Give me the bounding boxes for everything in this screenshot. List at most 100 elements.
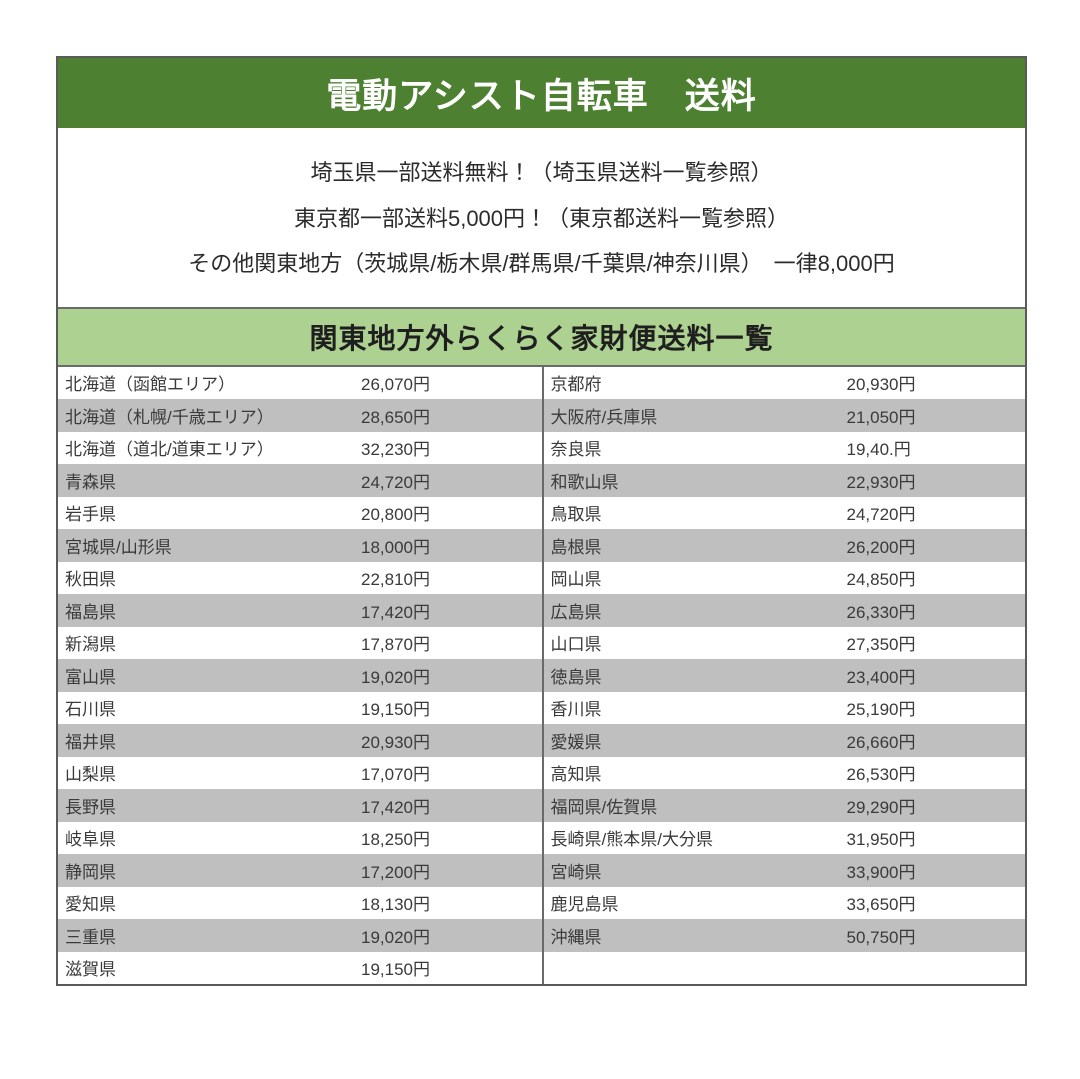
fee-region-name: 徳島県: [550, 667, 602, 687]
fee-price-value: 20,930円: [846, 375, 916, 395]
fee-row: 青森県 24,720円: [58, 464, 542, 497]
notice-line-saitama: 埼玉県一部送料無料！（埼玉県送料一覧参照）: [310, 160, 773, 185]
fee-price-value: 22,810円: [361, 570, 430, 590]
fee-table-right-column: 京都府 20,930円大阪府/兵庫県 21,050円奈良県 19,40.円和歌山県 22…: [541, 366, 1025, 984]
page-title: 電動アシスト自転車 送料: [326, 76, 757, 116]
fee-price-value: 27,350円: [846, 635, 916, 655]
fee-price-value: 25,190円: [846, 700, 916, 720]
fee-table: 北海道（函館エリア） 26,070円 北海道（札幌/千歳エリア） 28,650円 北海道…: [58, 366, 1025, 984]
fee-price-value: 28,650円: [361, 407, 430, 427]
fee-price-value: 17,420円: [361, 602, 430, 622]
fee-row: 新潟県 17,870円: [58, 626, 542, 659]
fee-region-name: 京都府: [550, 375, 602, 395]
fee-row: 鹿児島県 33,650円: [543, 886, 1025, 919]
fee-region-name: 奈良県: [550, 440, 602, 460]
fee-region-name: 北海道（札幌/千歳エリア）: [65, 407, 274, 427]
fee-row: 山口県 27,350円: [543, 626, 1025, 659]
fee-region-name: 宮崎県: [550, 862, 602, 882]
fee-region-name: 愛知県: [65, 895, 116, 915]
page-title-banner: 電動アシスト自転車 送料: [58, 58, 1025, 128]
sub-header-title: 関東地方外らくらく家財便送料一覧: [309, 322, 774, 354]
fee-price-value: 18,130円: [361, 895, 430, 915]
fee-price-value: 32,230円: [361, 440, 430, 460]
fee-price-value: 17,870円: [361, 635, 430, 655]
fee-region-name: 福島県: [65, 602, 116, 622]
fee-row: 徳島県 23,400円: [543, 659, 1025, 692]
fee-region-name: 大阪府/兵庫県: [550, 407, 658, 427]
fee-price-value: 26,530円: [846, 765, 916, 785]
fee-price-value: 21,050円: [846, 407, 916, 427]
fee-price-value: 31,950円: [846, 830, 916, 850]
fee-price-value: 24,720円: [846, 505, 916, 525]
fee-price-value: 18,250円: [361, 830, 430, 850]
fee-row: 愛知県 18,130円: [58, 886, 542, 919]
fee-row-empty: [543, 951, 1025, 984]
fee-row: 静岡県 17,200円: [58, 854, 542, 887]
notice-block: 埼玉県一部送料無料！（埼玉県送料一覧参照） 東京都一部送料5,000円！（東京都…: [58, 128, 1025, 309]
fee-region-name: 広島県: [550, 602, 602, 622]
fee-region-name: 北海道（函館エリア）: [65, 375, 235, 395]
fee-price-value: 33,900円: [846, 862, 916, 882]
fee-price-value: 33,650円: [846, 895, 916, 915]
fee-row: 北海道（道北/道東エリア） 32,230円: [58, 431, 542, 464]
fee-price-value: 24,850円: [846, 570, 916, 590]
fee-region-name: 高知県: [550, 765, 602, 785]
fee-region-name: 富山県: [65, 667, 116, 687]
fee-region-name: 静岡県: [65, 862, 116, 882]
fee-price-value: 22,930円: [846, 472, 916, 492]
fee-price-value: 26,660円: [846, 732, 916, 752]
fee-table-left-column: 北海道（函館エリア） 26,070円 北海道（札幌/千歳エリア） 28,650円 北海道…: [58, 366, 542, 984]
fee-row: 香川県 25,190円: [543, 691, 1025, 724]
fee-row: 鳥取県 24,720円: [543, 496, 1025, 529]
fee-region-name: 新潟県: [65, 635, 116, 655]
fee-row: 京都府 20,930円: [543, 366, 1025, 399]
fee-price-value: 19,150円: [361, 700, 430, 720]
fee-price-value: 18,000円: [361, 537, 430, 557]
fee-region-name: 長野県: [65, 797, 116, 817]
fee-region-name: 島根県: [550, 537, 602, 557]
notice-line-tokyo: 東京都一部送料5,000円！（東京都送料一覧参照）: [293, 205, 790, 231]
fee-region-name: 三重県: [65, 927, 116, 947]
fee-price-value: 19,020円: [361, 667, 430, 687]
fee-region-name: 和歌山県: [550, 472, 619, 492]
fee-row: 北海道（函館エリア） 26,070円: [58, 366, 542, 399]
fee-row: 福岡県/佐賀県 29,290円: [543, 789, 1025, 822]
fee-region-name: 福井県: [65, 732, 116, 752]
fee-row: 岩手県 20,800円: [58, 496, 542, 529]
shipping-fee-card: 電動アシスト自転車 送料 埼玉県一部送料無料！（埼玉県送料一覧参照） 東京都一部…: [56, 56, 1027, 986]
fee-row: 大阪府/兵庫県 21,050円: [543, 399, 1025, 432]
fee-price-value: 26,070円: [361, 375, 430, 395]
fee-price-value: 50,750円: [846, 927, 916, 947]
fee-region-name: 鹿児島県: [550, 895, 619, 915]
fee-row: 岡山県 24,850円: [543, 561, 1025, 594]
fee-row: 広島県 26,330円: [543, 594, 1025, 627]
fee-region-name: 北海道（道北/道東エリア）: [65, 440, 274, 460]
fee-region-name: 長崎県/熊本県/大分県: [550, 830, 713, 850]
fee-row: 山梨県 17,070円: [58, 756, 542, 789]
fee-row: 富山県 19,020円: [58, 659, 542, 692]
fee-region-name: 岩手県: [65, 505, 116, 525]
fee-price-value: 20,800円: [361, 505, 430, 525]
sub-header-banner: 関東地方外らくらく家財便送料一覧: [58, 308, 1025, 367]
fee-price-value: 19,020円: [361, 927, 430, 947]
fee-price-value: 24,720円: [361, 472, 430, 492]
fee-row: 高知県 26,530円: [543, 756, 1025, 789]
fee-price-value: 17,200円: [361, 862, 430, 882]
fee-row: 宮城県/山形県 18,000円: [58, 529, 542, 562]
fee-region-name: 鳥取県: [550, 505, 602, 525]
fee-row: 長野県 17,420円: [58, 789, 542, 822]
fee-price-value: 29,290円: [846, 797, 916, 817]
fee-price-value: 17,420円: [361, 797, 430, 817]
fee-price-value: 19,150円: [361, 960, 430, 980]
fee-price-value: 26,330円: [846, 602, 916, 622]
fee-region-name: 秋田県: [65, 570, 116, 590]
fee-price-value: 20,930円: [361, 732, 430, 752]
fee-price-value: 26,200円: [846, 537, 916, 557]
fee-row: 北海道（札幌/千歳エリア） 28,650円: [58, 399, 542, 432]
fee-row: 三重県 19,020円: [58, 919, 542, 952]
fee-row: 石川県 19,150円: [58, 691, 542, 724]
fee-region-name: 沖縄県: [550, 927, 602, 947]
fee-region-name: 滋賀県: [65, 960, 116, 980]
fee-row: 沖縄県 50,750円: [543, 919, 1025, 952]
fee-price-value: 19,40.円: [846, 440, 911, 460]
